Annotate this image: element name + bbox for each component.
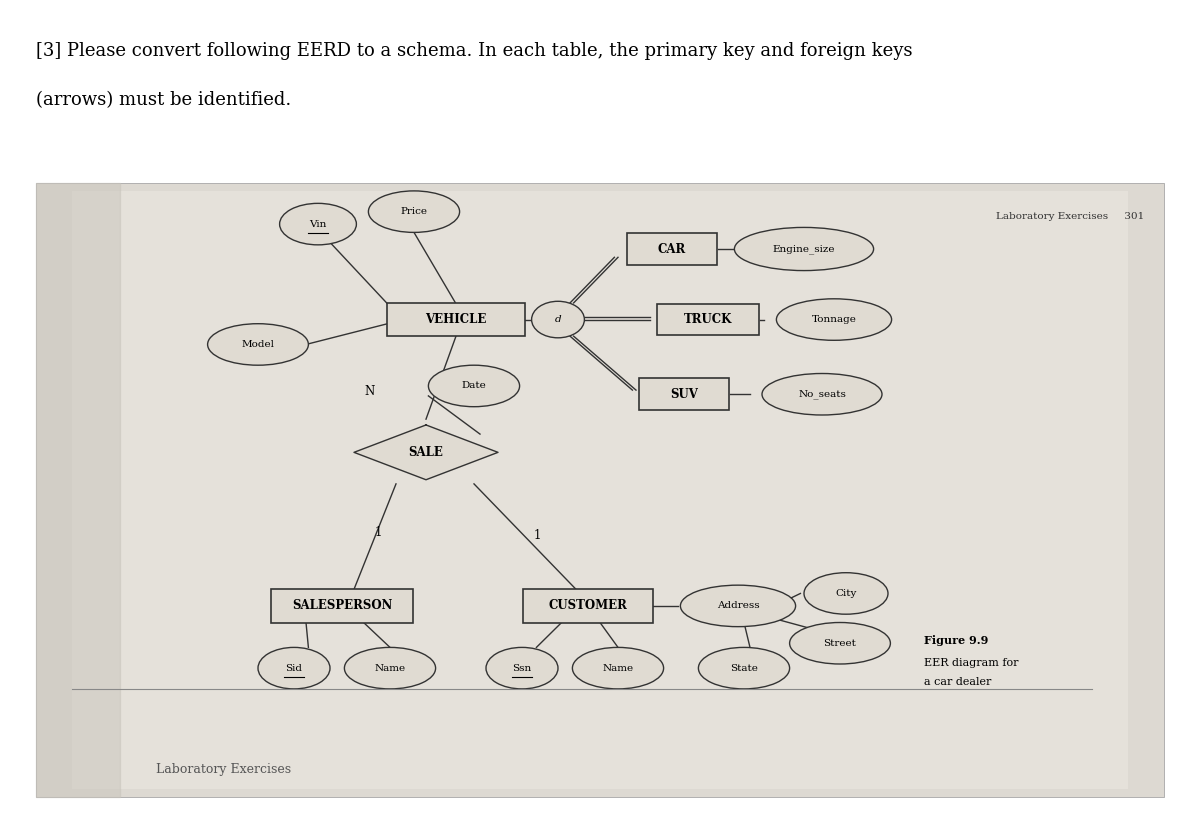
Ellipse shape [680, 585, 796, 627]
Ellipse shape [486, 647, 558, 689]
Text: Vin: Vin [310, 220, 326, 228]
Text: [3] Please convert following EERD to a schema. In each table, the primary key an: [3] Please convert following EERD to a s… [36, 42, 912, 60]
Bar [36, 183, 120, 797]
Circle shape [532, 301, 584, 338]
Text: TRUCK: TRUCK [684, 313, 732, 326]
Text: SALE: SALE [408, 446, 444, 459]
Text: d: d [554, 315, 562, 324]
Ellipse shape [762, 374, 882, 415]
Ellipse shape [280, 203, 356, 245]
Text: N: N [365, 385, 374, 398]
Text: Name: Name [374, 664, 406, 672]
Text: City: City [835, 589, 857, 598]
Ellipse shape [776, 299, 892, 340]
Text: Laboratory Exercises     301: Laboratory Exercises 301 [996, 212, 1145, 221]
Text: Ssn: Ssn [512, 664, 532, 672]
Ellipse shape [258, 647, 330, 689]
Text: Address: Address [716, 602, 760, 610]
Ellipse shape [734, 227, 874, 271]
Text: Tonnage: Tonnage [811, 315, 857, 324]
FancyBboxPatch shape [271, 589, 413, 622]
Text: No_seats: No_seats [798, 389, 846, 399]
Ellipse shape [790, 622, 890, 664]
Ellipse shape [368, 191, 460, 232]
Text: Sid: Sid [286, 664, 302, 672]
Text: SALESPERSON: SALESPERSON [292, 599, 392, 613]
Text: Name: Name [602, 664, 634, 672]
Text: Figure 9.9: Figure 9.9 [924, 635, 989, 646]
Text: 1: 1 [534, 529, 541, 542]
Ellipse shape [698, 647, 790, 689]
Text: Engine_size: Engine_size [773, 244, 835, 254]
Ellipse shape [428, 365, 520, 407]
Text: 1: 1 [374, 526, 382, 540]
Text: SUV: SUV [670, 388, 698, 401]
Text: CUSTOMER: CUSTOMER [548, 599, 628, 613]
Text: Date: Date [462, 382, 486, 390]
Text: a car dealer: a car dealer [924, 677, 991, 687]
Ellipse shape [804, 573, 888, 614]
Text: VEHICLE: VEHICLE [425, 313, 487, 326]
FancyBboxPatch shape [658, 304, 758, 335]
Text: Model: Model [241, 340, 275, 349]
FancyBboxPatch shape [386, 303, 526, 336]
Text: EER diagram for: EER diagram for [924, 658, 1019, 668]
Text: Price: Price [401, 208, 427, 216]
Ellipse shape [344, 647, 436, 689]
Text: CAR: CAR [658, 242, 686, 256]
Text: Laboratory Exercises: Laboratory Exercises [156, 763, 292, 776]
Ellipse shape [572, 647, 664, 689]
FancyBboxPatch shape [36, 183, 1164, 797]
FancyBboxPatch shape [628, 233, 718, 265]
Polygon shape [354, 425, 498, 480]
Text: Street: Street [823, 639, 857, 647]
FancyBboxPatch shape [72, 191, 1128, 788]
FancyBboxPatch shape [640, 378, 728, 410]
Text: State: State [730, 664, 758, 672]
Text: (arrows) must be identified.: (arrows) must be identified. [36, 91, 292, 110]
FancyBboxPatch shape [523, 589, 653, 622]
Ellipse shape [208, 324, 308, 365]
